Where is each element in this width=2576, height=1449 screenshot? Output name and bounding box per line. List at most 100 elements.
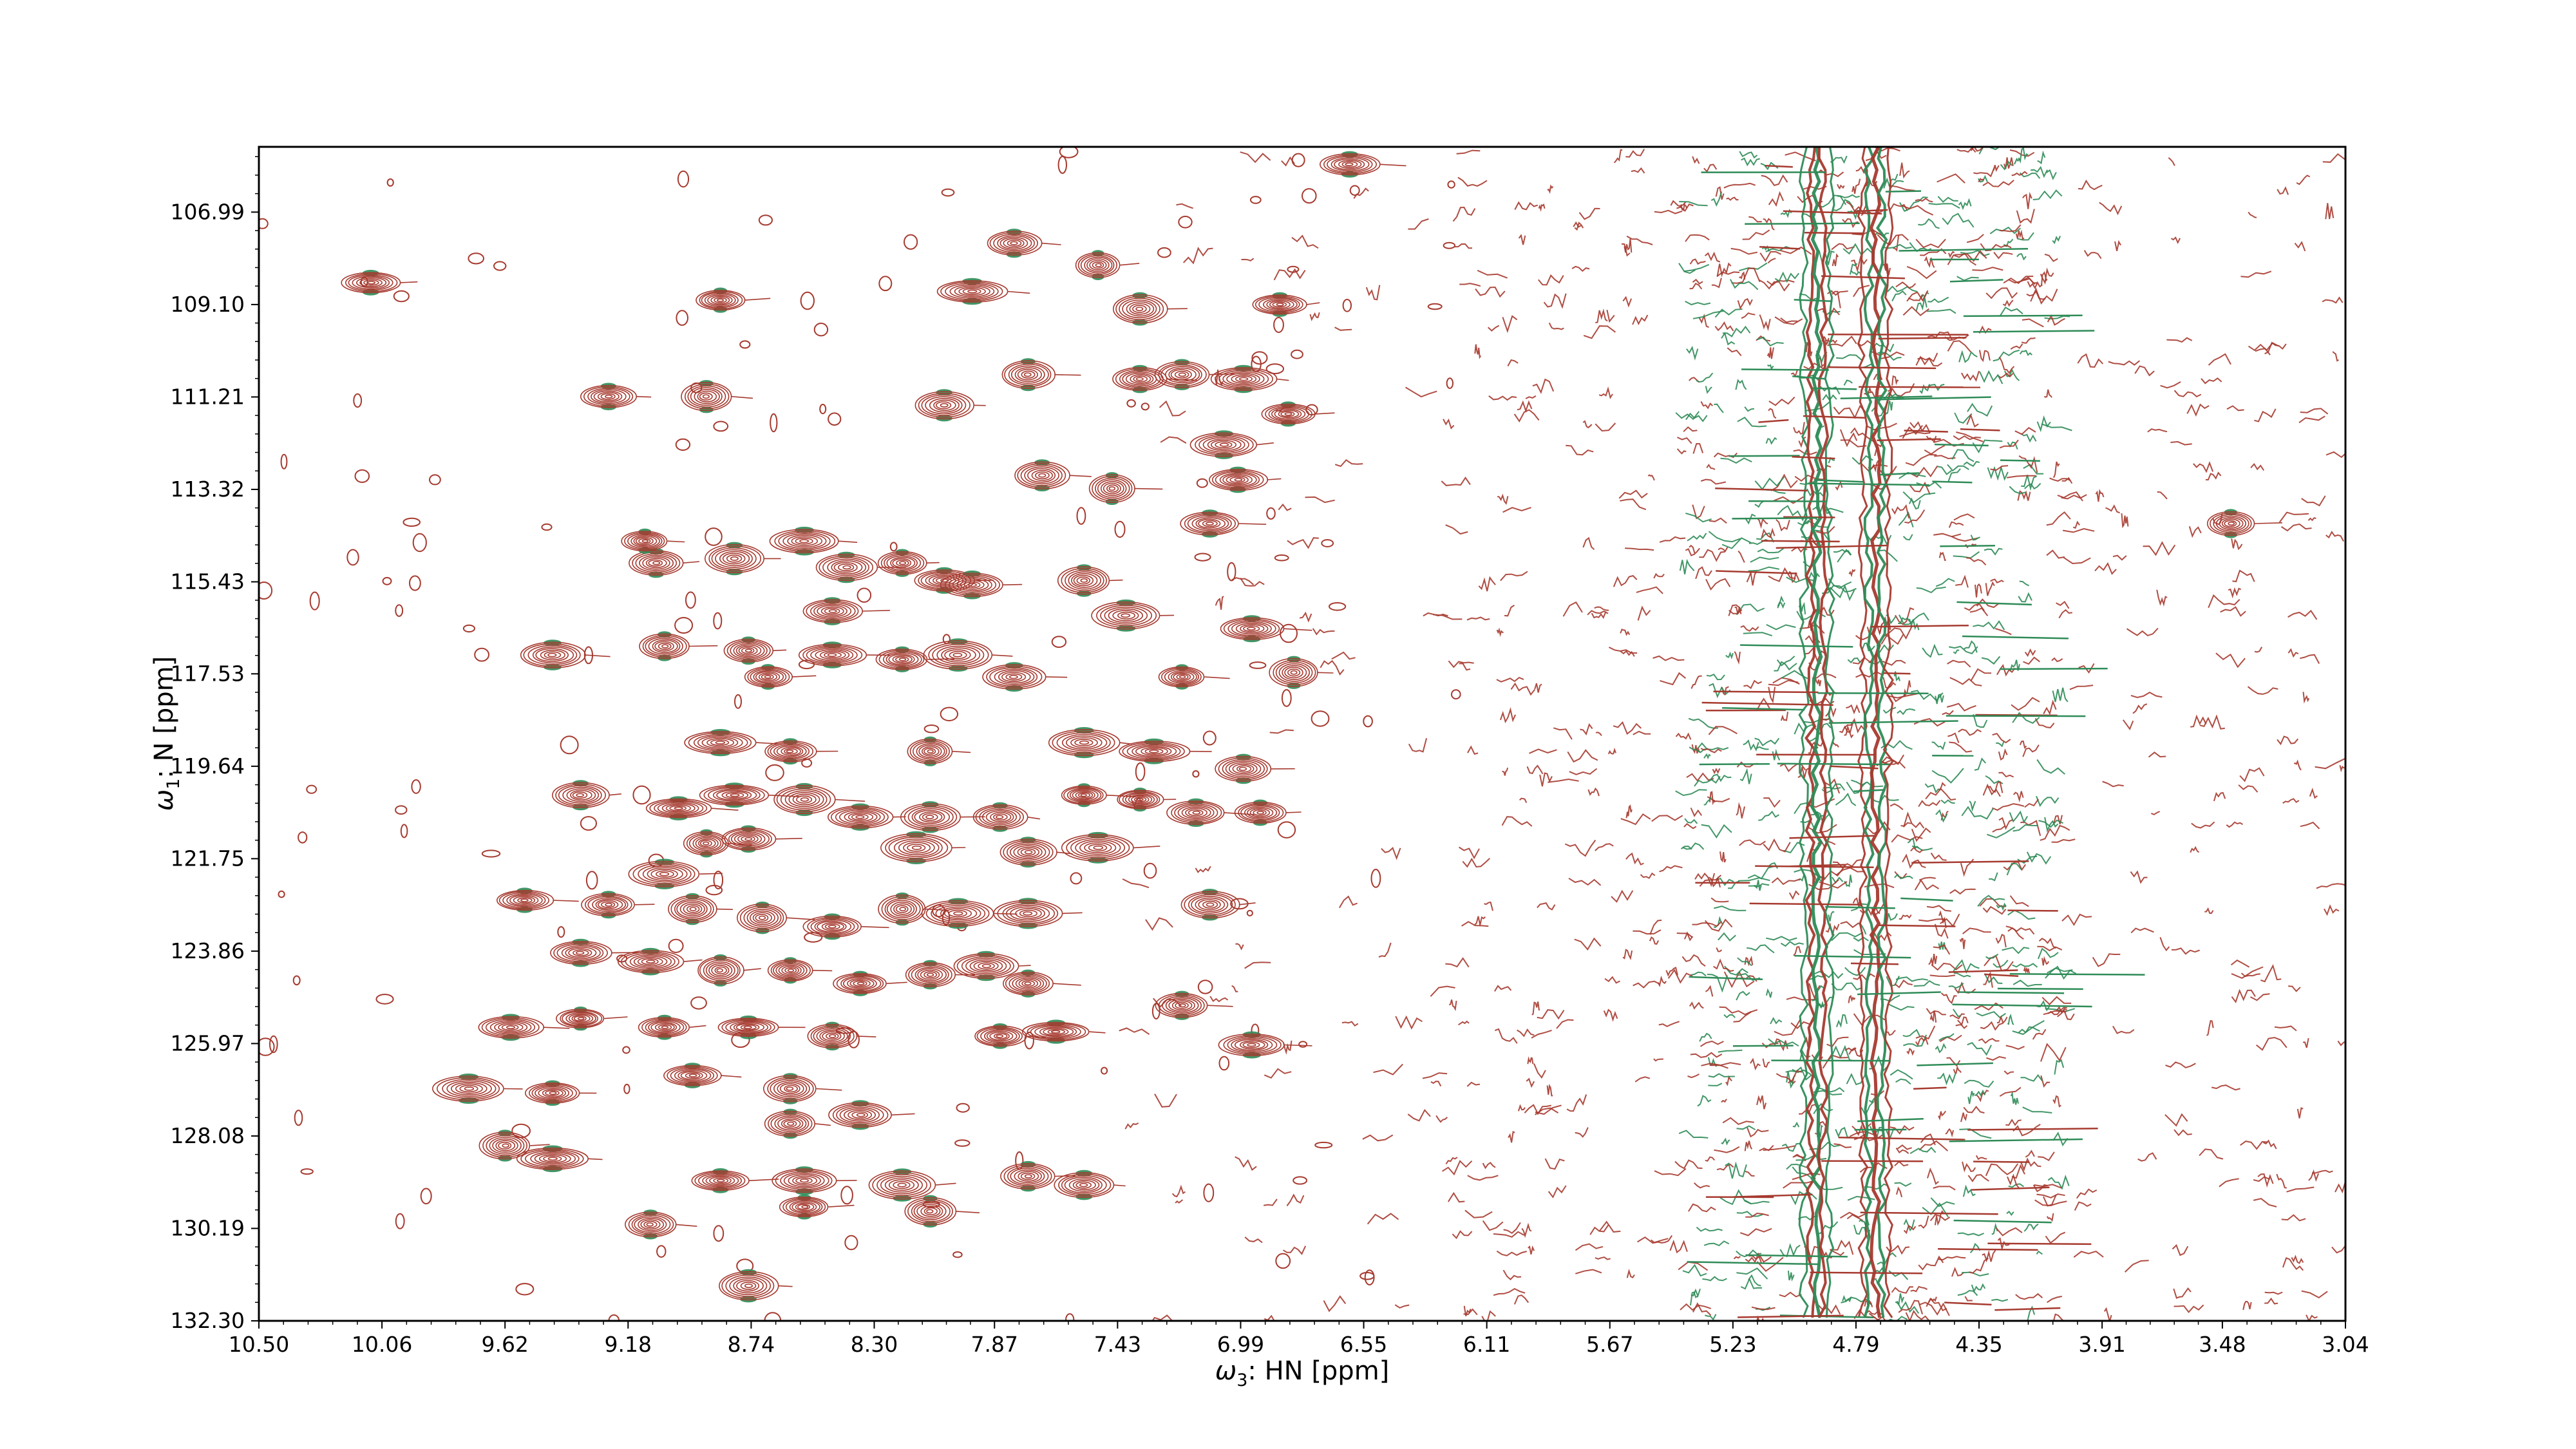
peak-contour-level [1072, 790, 1095, 800]
noise-contour [2003, 276, 2034, 285]
peak-contour-level [591, 389, 627, 404]
noise-contour [1855, 670, 1884, 678]
noise-contour [1496, 1250, 1527, 1256]
noise-contour [1747, 944, 1775, 954]
noise-contour [1283, 1040, 1293, 1055]
noise-band [1971, 1186, 2050, 1191]
peak-contour-level [708, 545, 761, 572]
noise-contour [2026, 851, 2052, 865]
noise-contour [1997, 372, 2014, 379]
peak-contour-level [645, 1019, 685, 1036]
peak-contour-level [1187, 514, 1232, 533]
peak-contour-level [956, 578, 989, 592]
peak [868, 1168, 956, 1202]
noise-contour [1159, 400, 1186, 417]
peak [581, 891, 655, 919]
peak-contour-level [703, 841, 710, 846]
noise-contour [1687, 1074, 1700, 1079]
noise-contour [1709, 1062, 1741, 1066]
peak-contour-level [907, 1198, 953, 1224]
noise-contour [1768, 408, 1777, 419]
peak-contour-level [1165, 997, 1199, 1014]
peak-contour-level [986, 665, 1043, 688]
peak-contour-level [558, 785, 602, 806]
noise-contour [1817, 194, 1847, 208]
peak-contour-level [1179, 675, 1186, 679]
noise-contour [1626, 1269, 1635, 1278]
noise-contour [1774, 661, 1797, 672]
noise-contour [2018, 147, 2029, 164]
noise-contour [1942, 213, 1975, 228]
noise-band [1917, 1062, 1993, 1066]
peak-contour-level [1226, 475, 1249, 484]
y-tick-label: 121.75 [171, 846, 245, 871]
peak-contour-level [543, 1155, 562, 1162]
noise-contour [2003, 157, 2014, 169]
noise-contour [1689, 282, 1703, 290]
noise-contour [1969, 800, 1976, 812]
noise-contour [1853, 285, 1870, 298]
noise-contour [2112, 1025, 2135, 1034]
peak-contour-level [779, 1083, 800, 1094]
noise-band [1853, 789, 1886, 793]
noise-contour [1154, 1094, 1177, 1108]
peak-contour-level [1274, 408, 1302, 420]
noise-contour [1729, 279, 1759, 290]
peak [773, 782, 866, 817]
noise-contour [1687, 533, 1707, 542]
noise-contour [1895, 1148, 1909, 1154]
peak-negative-lobe [501, 1014, 520, 1021]
noise-contour [1708, 1073, 1735, 1078]
noise-contour [1766, 936, 1797, 942]
peak-contour-level [535, 648, 569, 662]
peak-contour-level [784, 967, 797, 974]
noise-contour [1958, 198, 1972, 211]
peak-contour-level [1088, 844, 1108, 852]
noise-contour [770, 413, 778, 433]
noise-contour [1699, 1032, 1712, 1042]
peak-contour-level [710, 296, 730, 305]
noise-contour [1202, 730, 1217, 746]
peak-contour-level [806, 646, 858, 664]
peak-contour-level [1005, 905, 1050, 922]
peak-contour-level [1334, 158, 1365, 171]
noise-contour [1739, 768, 1752, 784]
noise-contour [1768, 191, 1785, 207]
noise-contour [1571, 265, 1590, 272]
noise-contour [878, 276, 893, 292]
noise-contour [1992, 803, 2025, 811]
noise-contour [2228, 587, 2242, 599]
peak [550, 938, 639, 967]
noise-contour [292, 975, 301, 986]
peak-contour-level [1234, 478, 1243, 482]
peak-contour-level [1215, 441, 1233, 448]
peak-contour-level [1168, 670, 1197, 684]
peak-tail [925, 908, 949, 911]
noise-contour [1685, 301, 1711, 306]
peak-contour-level [810, 918, 855, 935]
noise-contour [1851, 254, 1868, 273]
peak-contour-level [1164, 668, 1199, 685]
noise-contour [1618, 489, 1648, 499]
peak-contour-level [1077, 254, 1117, 277]
noise-contour [1952, 1009, 1961, 1018]
peak-contour-level [1103, 482, 1121, 495]
noise-contour [1962, 1184, 1976, 1197]
peak-contour-level [872, 1172, 931, 1198]
noise-contour [1915, 238, 1946, 249]
noise-contour [1987, 826, 2016, 838]
noise-contour [1925, 788, 1956, 801]
noise-contour [1703, 164, 1718, 173]
peak-contour-level [714, 966, 727, 974]
noise-contour [1966, 413, 1979, 428]
peak-tail [1314, 412, 1335, 415]
noise-contour [1736, 802, 1745, 819]
noise-contour [1683, 931, 1694, 942]
noise-contour [1908, 294, 1923, 301]
peak-contour-level [547, 652, 557, 658]
peak-contour-level [800, 1179, 810, 1183]
peak-contour-level [786, 749, 794, 753]
noise-contour [1842, 243, 1874, 256]
peak-contour-level [918, 393, 971, 418]
noise-contour [1051, 636, 1067, 648]
